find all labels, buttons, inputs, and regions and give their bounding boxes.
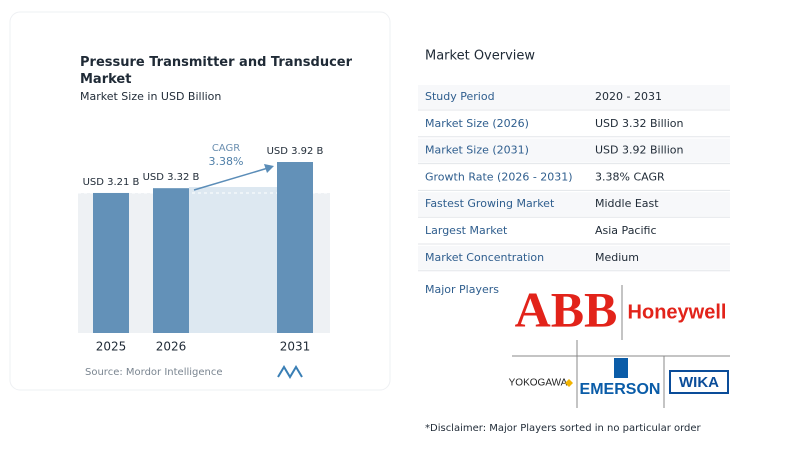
row-label: Market Size (2031) <box>425 144 529 157</box>
logo-box <box>669 370 729 394</box>
row-background <box>418 111 730 136</box>
source: Source: Mordor Intelligence <box>85 367 223 378</box>
disclaimer: *Disclaimer: Major Players sorted in no … <box>425 423 702 434</box>
overview-title: Market Overview <box>425 49 535 64</box>
bar <box>277 162 313 333</box>
value-label: USD 3.21 B <box>83 177 140 188</box>
logo-wika: WIKA <box>679 374 719 391</box>
row-value: Medium <box>595 251 639 264</box>
cagr-label: CAGR <box>212 143 240 154</box>
row-label: Market Size (2026) <box>425 117 529 130</box>
logo-mark <box>614 358 628 378</box>
logo-yokogawa: YOKOGAWA <box>509 378 568 389</box>
row-value: USD 3.32 Billion <box>595 117 683 130</box>
overview-table: Study Period 2020 - 2031 Market Size (2026… <box>418 85 730 272</box>
row-label: Market Concentration <box>425 251 544 264</box>
logo-honeywell: Honeywell <box>628 301 727 323</box>
arrow-head <box>264 164 274 173</box>
row-background <box>418 165 730 190</box>
row-value: Middle East <box>595 197 659 210</box>
cagr-arrow <box>193 167 269 191</box>
row-background <box>418 85 730 109</box>
row-label: Fastest Growing Market <box>425 197 555 210</box>
row-background <box>418 138 730 163</box>
bar <box>153 188 189 333</box>
logo-mark <box>565 379 573 387</box>
row-background <box>418 192 730 217</box>
row-value: USD 3.92 Billion <box>595 144 683 157</box>
logo-abb: ABB <box>515 281 618 337</box>
chart-title: Pressure Transmitter and Transducer Marke… <box>80 55 353 87</box>
row-value: 3.38% CAGR <box>595 170 665 183</box>
row-label: Largest Market <box>425 224 508 237</box>
value-label: USD 3.92 B <box>267 146 324 157</box>
bar <box>93 192 129 333</box>
source-logo <box>277 365 303 379</box>
chart-subtitle: Market Size in USD Billion <box>80 90 221 103</box>
x-tick-label: 2025 <box>96 340 127 354</box>
x-tick-label: 2031 <box>280 340 311 354</box>
row-background <box>418 245 730 270</box>
value-label: USD 3.32 B <box>143 172 200 183</box>
row-label: Study Period <box>425 90 495 103</box>
row-label: Growth Rate (2026 - 2031) <box>425 170 573 183</box>
logo-emerson: EMERSON <box>580 381 661 398</box>
players-label: Major Players <box>425 283 499 296</box>
cagr-region <box>189 187 277 333</box>
row-value: 2020 - 2031 <box>595 90 662 103</box>
cagr-value: 3.38% <box>209 155 244 168</box>
row-value: Asia Pacific <box>595 224 657 237</box>
x-tick-label: 2026 <box>156 340 187 354</box>
row-background <box>418 219 730 243</box>
